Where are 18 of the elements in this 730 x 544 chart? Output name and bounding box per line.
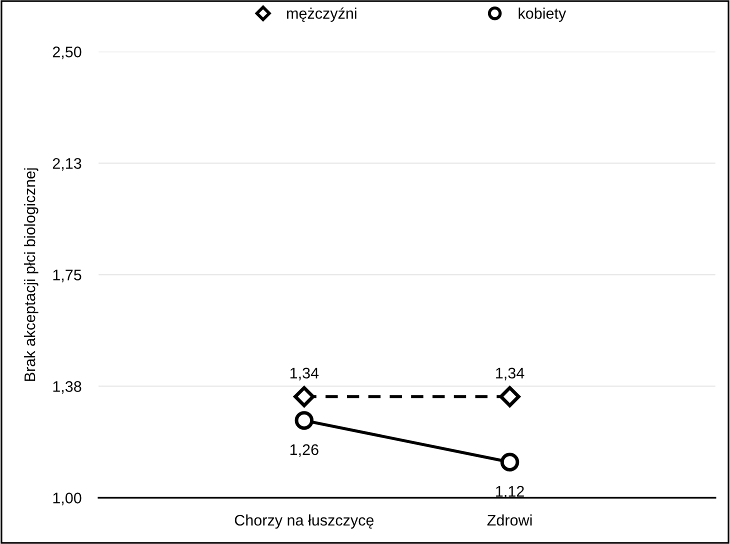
y-axis-title: Brak akceptacji płci biologicznej: [24, 168, 38, 381]
y-tick-label: 1,75: [53, 270, 82, 282]
point: [499, 386, 520, 408]
data-label: 1,34: [496, 368, 524, 380]
x-tick-label: Zdrowi: [487, 514, 532, 526]
legend-label: mężczyźni: [287, 7, 356, 22]
data-label: 1,34: [290, 368, 319, 380]
legend-label: kobiety: [518, 8, 566, 22]
x-tick-label: Chorzy na łuszczycę: [234, 514, 374, 529]
data-label: 1,12: [496, 486, 524, 499]
y-tick-label: 1,38: [53, 381, 82, 394]
point: [294, 411, 314, 430]
point: [294, 386, 315, 408]
data-label: 1,26: [290, 444, 318, 457]
y-tick-label: 2,13: [52, 158, 82, 171]
y-tick-label: 2,50: [52, 46, 82, 60]
point: [500, 452, 520, 472]
y-tick-label: 1,00: [53, 492, 82, 506]
